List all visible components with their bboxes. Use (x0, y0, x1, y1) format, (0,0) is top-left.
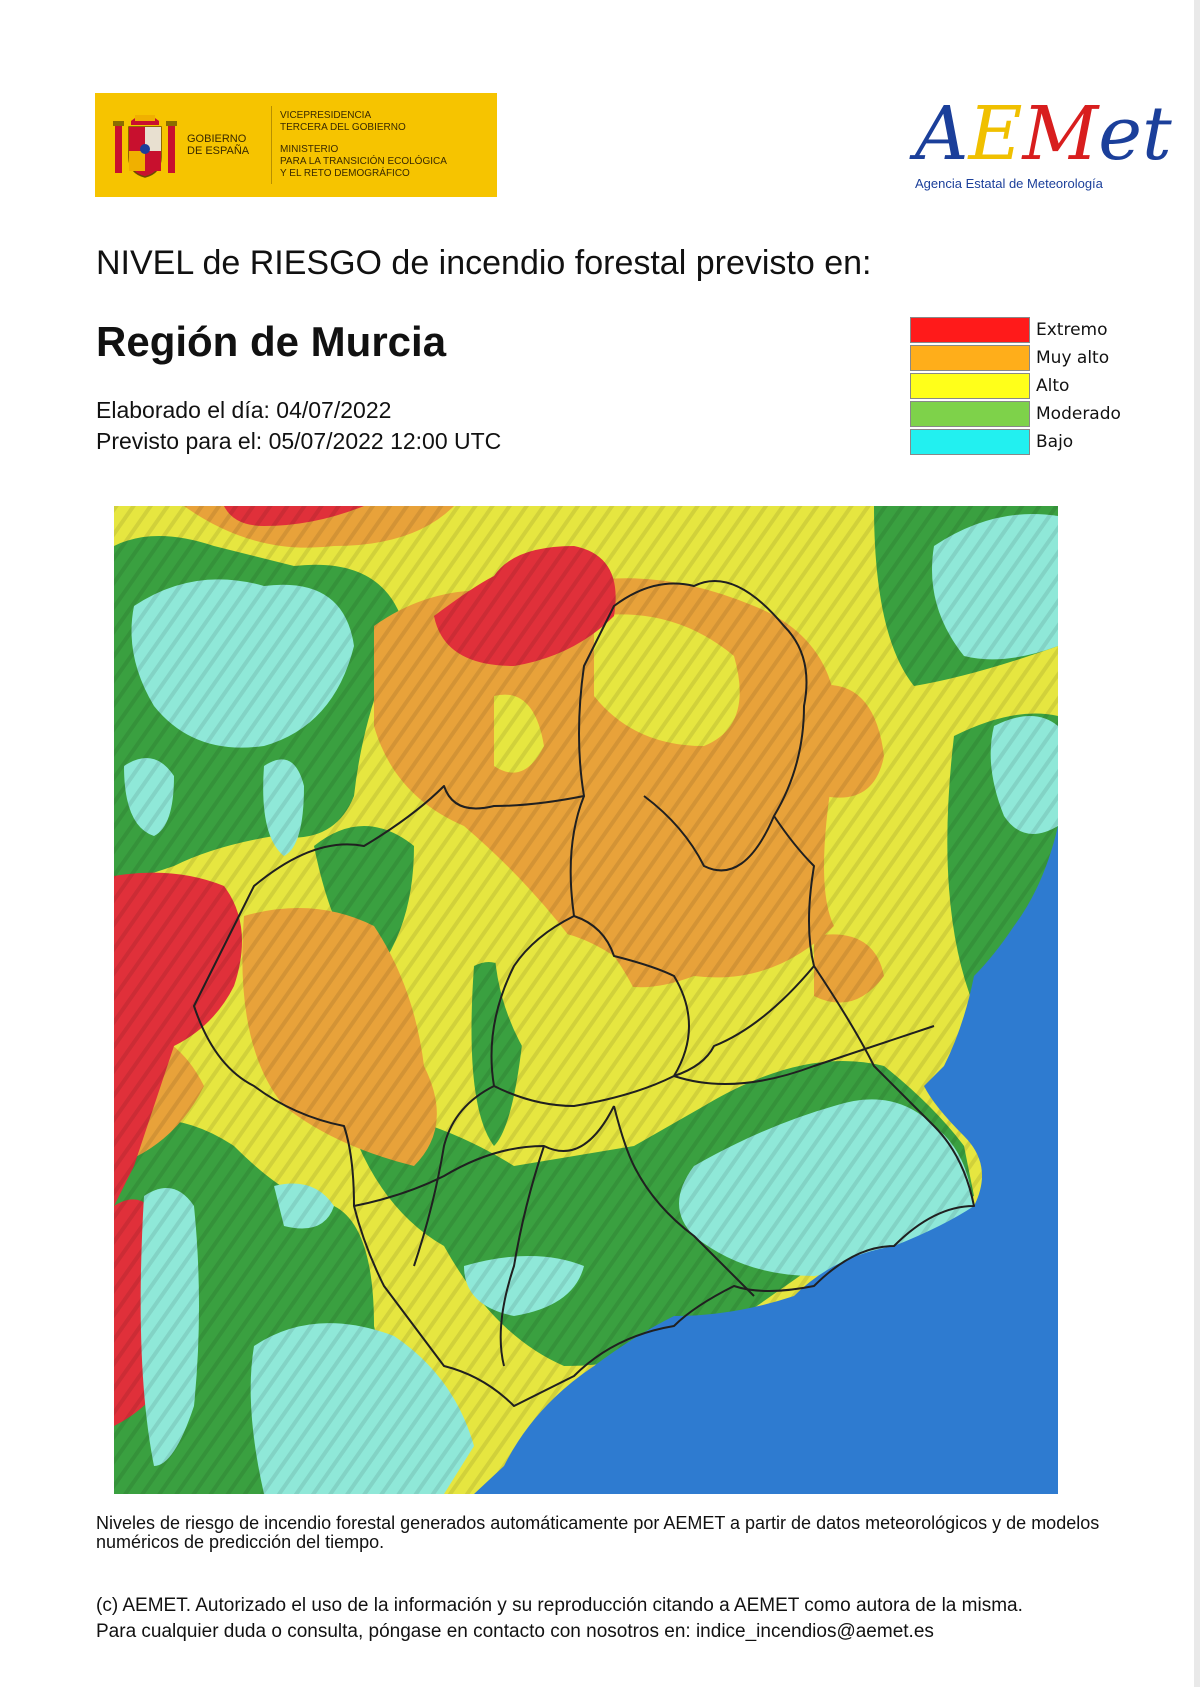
aemet-logo: AEMet Agencia Estatal de Meteorología (905, 92, 1172, 202)
municipal-border (613, 1105, 755, 1297)
elaborated-date: Elaborado el día: 04/07/2022 (96, 397, 392, 423)
page-heading: NIVEL de RIESGO de incendio forestal pre… (96, 244, 872, 282)
legend-swatch-extreme (910, 317, 1030, 343)
legend-item-very-high: Muy alto (910, 344, 1121, 372)
municipal-border (493, 915, 690, 1107)
risk-legend: Extremo Muy alto Alto Moderado Bajo (910, 316, 1121, 456)
legend-label-low: Bajo (1036, 432, 1074, 452)
ministry-text: VICEPRESIDENCIA TERCERA DEL GOBIERNO MIN… (280, 110, 447, 179)
forecast-date: Previsto para el: 05/07/2022 12:00 UTC (96, 428, 502, 454)
municipal-border (673, 1025, 935, 1085)
legend-swatch-moderate (910, 401, 1030, 427)
region-title: Región de Murcia (96, 318, 447, 365)
copyright-line: (c) AEMET. Autorizado el uso de la infor… (96, 1595, 1023, 1616)
municipal-border (353, 1105, 615, 1207)
region-borders (193, 580, 975, 1407)
municipal-border (643, 795, 775, 872)
legend-item-extreme: Extremo (910, 316, 1121, 344)
municipal-border (673, 965, 815, 1077)
region-outline (193, 580, 975, 1407)
legend-swatch-high (910, 373, 1030, 399)
legend-label-moderate: Moderado (1036, 404, 1121, 424)
logo-divider (271, 106, 272, 184)
methodology-note: Niveles de riesgo de incendio forestal g… (96, 1513, 1100, 1552)
legend-item-moderate: Moderado (910, 400, 1121, 428)
legend-label-extreme: Extremo (1036, 320, 1108, 340)
map-svg (114, 506, 1058, 1494)
sea (474, 826, 1058, 1494)
legend-label-high: Alto (1036, 376, 1070, 396)
legend-item-low: Bajo (910, 428, 1121, 456)
municipal-border (499, 1145, 545, 1367)
legend-swatch-low (910, 429, 1030, 455)
page-edge (1194, 0, 1200, 1687)
aemet-wordmark: AEMet (915, 91, 1172, 177)
municipal-border (413, 795, 585, 1267)
copyright-notice: (c) AEMET. Autorizado el uso de la infor… (96, 1593, 1106, 1645)
legend-item-high: Alto (910, 372, 1121, 400)
government-logo: GOBIERNO DE ESPAÑA VICEPRESIDENCIA TERCE… (95, 93, 497, 197)
legend-label-very-high: Muy alto (1036, 348, 1110, 368)
aemet-subtitle: Agencia Estatal de Meteorología (915, 176, 1103, 191)
government-text: GOBIERNO DE ESPAÑA (187, 133, 250, 157)
legend-swatch-very-high (910, 345, 1030, 371)
fire-risk-map (114, 506, 1058, 1494)
contact-line: Para cualquier duda o consulta, póngase … (96, 1621, 934, 1642)
coat-of-arms-icon (113, 115, 177, 178)
